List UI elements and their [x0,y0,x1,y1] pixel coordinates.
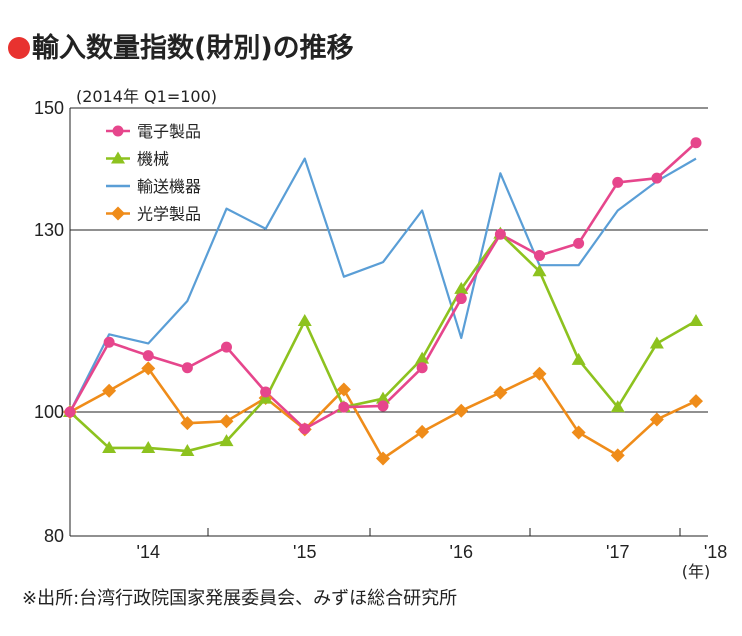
legend-label-4: 光学製品 [137,205,201,224]
chart-title: 輸入数量指数(財別)の推移 [8,26,354,65]
data-point-4 [141,361,156,376]
data-point-1 [181,362,193,374]
data-point-2 [610,400,625,413]
data-point-4 [180,416,195,431]
data-point-1 [494,228,506,240]
data-point-1 [377,400,389,412]
y-tick-label: 150 [34,98,64,118]
y-tick-label: 100 [34,402,64,422]
data-point-4 [336,382,351,397]
data-point-2 [180,444,195,457]
data-point-4 [454,403,469,418]
legend-marker-1 [112,125,124,137]
data-point-4 [415,424,430,439]
data-point-1 [651,172,663,184]
series-line-2 [69,232,697,453]
x-axis-end-label: (年) [682,562,711,580]
data-point-4 [219,414,234,429]
data-point-1 [299,423,311,435]
data-point-2 [141,440,156,453]
red-dot-icon [8,37,30,59]
legend-label-2: 機械 [137,150,169,169]
data-point-1 [416,362,428,374]
data-point-4 [649,412,664,427]
data-point-1 [103,336,115,348]
x-tick-label: '15 [293,542,316,562]
legend-marker-2 [111,151,125,164]
data-point-4 [493,385,508,400]
data-point-2 [649,336,664,349]
data-point-1 [221,341,232,353]
data-point-4 [689,394,703,409]
series-line-4 [69,367,697,460]
source-footnote: ※出所:台湾行政院国家発展委員会、みずほ総合研究所 [22,588,458,609]
x-tick-label: '16 [450,542,473,562]
data-point-2 [532,264,547,277]
data-point-1 [690,137,702,149]
data-point-4 [610,448,625,463]
data-point-1 [612,176,624,188]
data-point-2 [297,314,312,326]
y-tick-label: 80 [44,526,64,546]
x-tick-label: '17 [606,542,629,562]
series-line-3 [69,157,697,413]
x-tick-label: '18 [704,542,727,562]
data-point-1 [260,386,272,398]
data-point-2 [376,391,390,404]
unit-label: (2014年 Q1=100) [76,87,217,106]
data-point-1 [64,406,76,418]
legend-label-3: 輸送機器 [137,177,201,196]
data-point-4 [532,366,547,381]
data-point-2 [219,434,234,447]
data-point-2 [571,352,586,365]
data-point-1 [338,401,350,413]
data-point-1 [455,293,467,305]
data-point-2 [102,440,117,453]
chart-title-text: 輸入数量指数(財別)の推移 [32,33,354,64]
legend-label-1: 電子製品 [137,122,201,141]
data-point-4 [571,425,586,440]
data-point-4 [376,451,390,466]
legend-marker-4 [111,206,125,221]
data-point-2 [415,351,430,364]
data-point-2 [454,281,469,294]
data-point-1 [142,350,154,362]
data-point-1 [573,237,585,249]
data-point-4 [102,383,117,398]
data-point-2 [258,391,273,404]
y-tick-label: 130 [34,220,64,240]
data-point-2 [689,314,703,326]
x-tick-label: '14 [137,542,160,562]
data-point-1 [534,249,545,261]
